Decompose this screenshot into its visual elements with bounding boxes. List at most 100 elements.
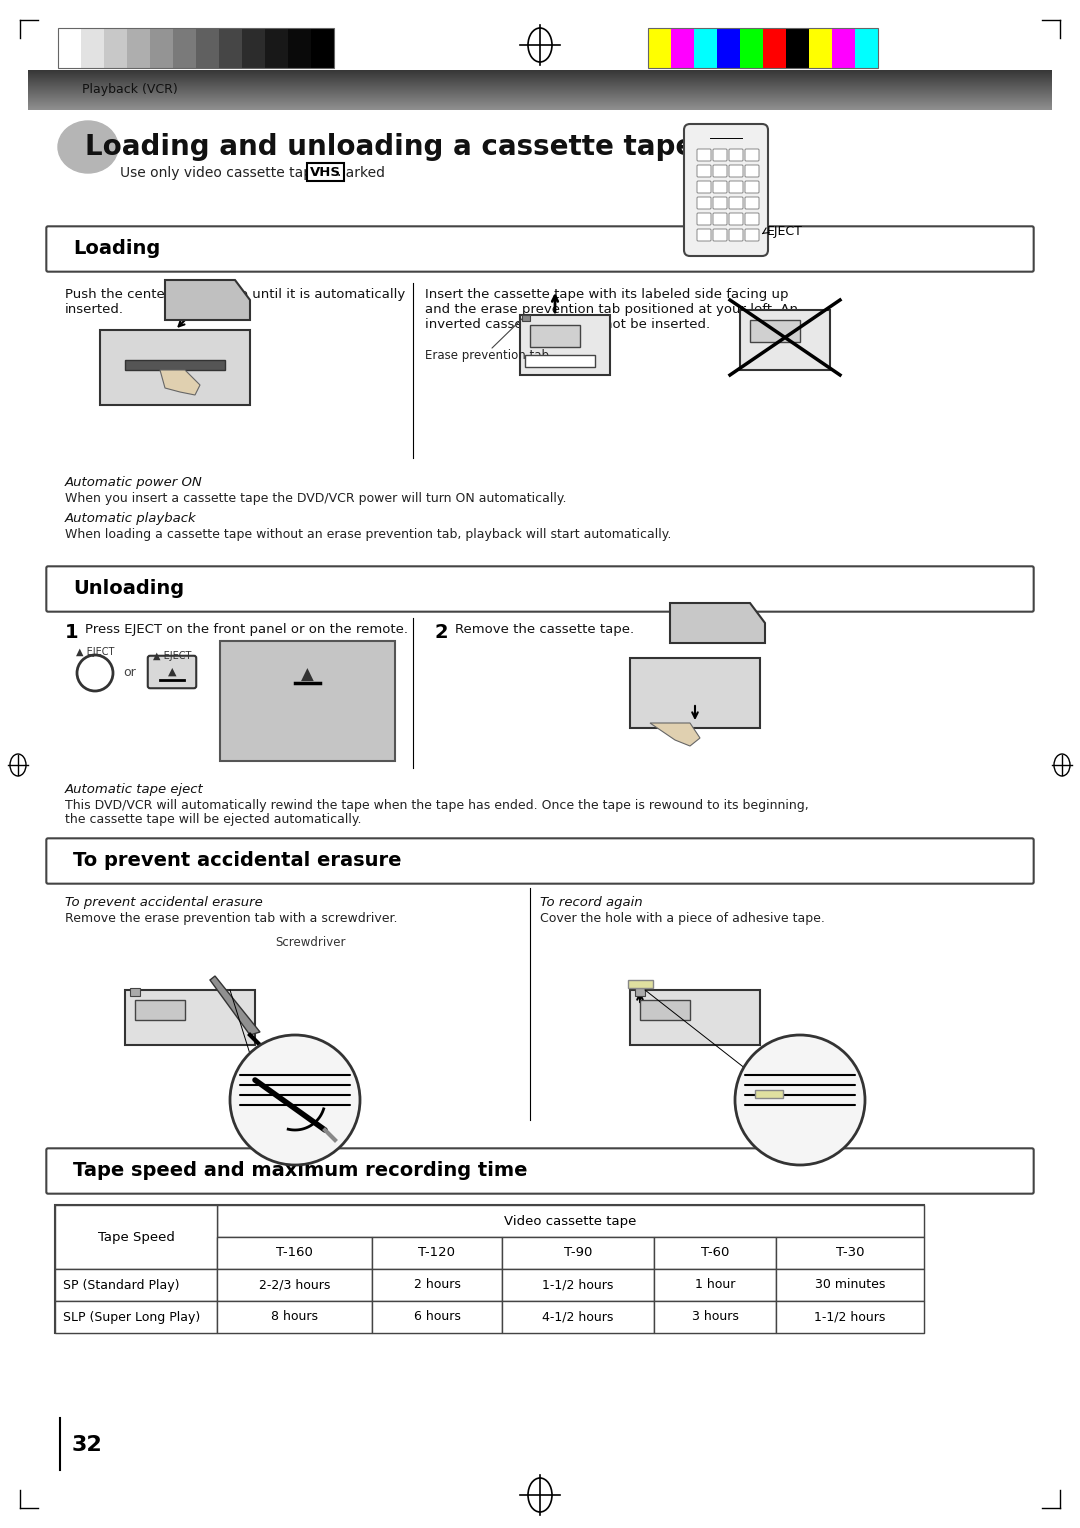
FancyBboxPatch shape — [713, 229, 727, 241]
Text: Use only video cassette tapes marked: Use only video cassette tapes marked — [120, 167, 390, 180]
Bar — [55, 1300, 217, 1332]
Text: 30 minutes: 30 minutes — [814, 1279, 886, 1291]
Bar — [217, 1206, 924, 1238]
Text: When loading a cassette tape without an erase prevention tab, playback will star: When loading a cassette tape without an … — [65, 529, 672, 541]
Text: 8 hours: 8 hours — [271, 1311, 318, 1323]
Text: T-120: T-120 — [419, 1247, 456, 1259]
Text: 1: 1 — [65, 623, 79, 642]
Bar — [630, 990, 760, 1045]
Text: T-60: T-60 — [701, 1247, 729, 1259]
FancyBboxPatch shape — [697, 150, 711, 160]
Bar — [58, 28, 334, 69]
FancyBboxPatch shape — [713, 212, 727, 225]
Bar — [627, 979, 653, 989]
Circle shape — [735, 1034, 865, 1164]
Bar — [195, 28, 219, 69]
Bar — [530, 325, 580, 347]
Bar — [777, 1300, 924, 1332]
Bar — [740, 28, 762, 69]
Text: Automatic tape eject: Automatic tape eject — [65, 782, 204, 796]
Bar — [855, 28, 878, 69]
FancyBboxPatch shape — [745, 150, 759, 160]
Bar — [55, 1206, 217, 1268]
Bar — [217, 1268, 372, 1300]
Text: or: or — [123, 666, 136, 680]
Bar — [502, 1268, 654, 1300]
FancyBboxPatch shape — [46, 839, 1034, 883]
Bar — [125, 990, 255, 1045]
Text: Automatic playback: Automatic playback — [65, 512, 197, 526]
Bar — [648, 28, 671, 69]
Text: ▲: ▲ — [167, 668, 176, 677]
Text: 1-1/2 hours: 1-1/2 hours — [542, 1279, 613, 1291]
FancyBboxPatch shape — [729, 229, 743, 241]
Text: ▲ EJECT: ▲ EJECT — [152, 651, 191, 662]
FancyBboxPatch shape — [46, 1149, 1034, 1193]
Bar — [81, 28, 104, 69]
FancyBboxPatch shape — [697, 197, 711, 209]
Text: .: . — [337, 165, 341, 179]
Text: Video cassette tape: Video cassette tape — [504, 1215, 637, 1227]
Text: Playback (VCR): Playback (VCR) — [82, 84, 178, 96]
FancyBboxPatch shape — [713, 180, 727, 193]
Bar — [648, 28, 878, 69]
Bar — [372, 1238, 502, 1268]
Ellipse shape — [58, 121, 118, 173]
Text: Remove the erase prevention tab with a screwdriver.: Remove the erase prevention tab with a s… — [65, 912, 397, 924]
Text: ▲: ▲ — [300, 666, 313, 685]
Polygon shape — [670, 604, 765, 643]
Text: Unloading: Unloading — [73, 579, 184, 599]
FancyBboxPatch shape — [713, 150, 727, 160]
Bar — [630, 659, 760, 727]
Text: To prevent accidental erasure: To prevent accidental erasure — [65, 895, 262, 909]
FancyBboxPatch shape — [46, 226, 1034, 272]
Bar — [502, 1300, 654, 1332]
Bar — [58, 28, 81, 69]
Text: Tape Speed: Tape Speed — [97, 1230, 175, 1244]
FancyBboxPatch shape — [745, 165, 759, 177]
Text: SLP (Super Long Play): SLP (Super Long Play) — [63, 1311, 200, 1323]
FancyBboxPatch shape — [684, 124, 768, 257]
Text: 6 hours: 6 hours — [414, 1311, 460, 1323]
Text: Cover the hole with a piece of adhesive tape.: Cover the hole with a piece of adhesive … — [540, 912, 825, 924]
Bar — [654, 1300, 777, 1332]
Text: EJECT: EJECT — [767, 226, 802, 238]
FancyBboxPatch shape — [729, 180, 743, 193]
FancyBboxPatch shape — [745, 212, 759, 225]
FancyBboxPatch shape — [745, 229, 759, 241]
Text: Tape speed and maximum recording time: Tape speed and maximum recording time — [73, 1161, 527, 1181]
FancyBboxPatch shape — [713, 165, 727, 177]
Bar — [100, 330, 249, 405]
Bar — [654, 1238, 777, 1268]
Bar — [671, 28, 694, 69]
Bar — [372, 1300, 502, 1332]
FancyBboxPatch shape — [745, 197, 759, 209]
Circle shape — [230, 1034, 360, 1164]
Bar — [104, 28, 127, 69]
Bar — [755, 1089, 783, 1099]
Bar — [173, 28, 195, 69]
Bar — [311, 28, 334, 69]
Bar — [717, 28, 740, 69]
Text: To record again: To record again — [540, 895, 643, 909]
Text: T-30: T-30 — [836, 1247, 864, 1259]
Text: ▲ EJECT: ▲ EJECT — [76, 646, 114, 657]
Bar — [640, 999, 690, 1021]
Text: This DVD/VCR will automatically rewind the tape when the tape has ended. Once th: This DVD/VCR will automatically rewind t… — [65, 799, 809, 811]
Text: T-90: T-90 — [564, 1247, 592, 1259]
FancyBboxPatch shape — [697, 212, 711, 225]
Bar — [127, 28, 150, 69]
Text: 2-2/3 hours: 2-2/3 hours — [259, 1279, 330, 1291]
FancyBboxPatch shape — [729, 150, 743, 160]
FancyBboxPatch shape — [148, 656, 197, 688]
Bar — [288, 28, 311, 69]
Bar — [777, 1238, 924, 1268]
Text: 1-1/2 hours: 1-1/2 hours — [814, 1311, 886, 1323]
FancyBboxPatch shape — [713, 197, 727, 209]
Bar — [786, 28, 809, 69]
Bar — [750, 319, 800, 342]
Bar — [55, 1206, 924, 1332]
Bar — [217, 1238, 372, 1268]
Bar — [522, 315, 530, 321]
Bar — [519, 315, 610, 374]
